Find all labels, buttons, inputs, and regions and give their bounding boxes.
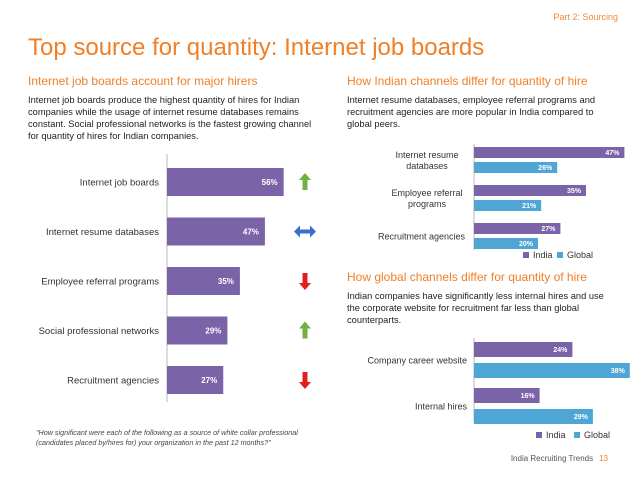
value-label-india-recruitment-agencies: 27% — [541, 226, 556, 233]
category-label-internet-resume-databases: Internet resume databases — [46, 227, 159, 238]
bar-india-company-career-website — [474, 342, 573, 357]
bar-global-recruitment-agencies — [474, 238, 538, 249]
trend-flat-arrow-icon — [294, 225, 316, 238]
category-label-social-professional-networks: Social professional networks — [39, 326, 160, 337]
bar-recruitment-agencies — [167, 366, 224, 394]
legend-swatch-india — [523, 252, 529, 258]
footer: India Recruiting Trends 13 — [511, 454, 608, 463]
value-label-internet-job-boards: 56% — [262, 178, 278, 187]
page-title: Top source for quantity: Internet job bo… — [28, 34, 485, 61]
right-top-heading: How Indian channels differ for quantity … — [347, 74, 588, 88]
bar-social-professional-networks — [167, 316, 228, 345]
category-label-employee-referral-programs: Employee referral programs — [391, 188, 462, 209]
survey-question: "How significant were each of the follow… — [36, 428, 298, 447]
global-channels-chart: 24% 38% Company career website 16% 29% Intern… — [367, 338, 630, 440]
value-label-india-employee-referral-programs: 35% — [567, 188, 582, 195]
bar-india-internal-hires — [474, 388, 540, 403]
value-label-internet-resume-databases: 47% — [243, 228, 259, 237]
category-label-employee-referral-programs: Employee referral programs — [41, 277, 159, 288]
legend-label-india: India — [533, 250, 553, 260]
right-top-paragraph: Internet resume databases, employee refe… — [347, 95, 596, 129]
category-label-recruitment-agencies: Recruitment agencies — [67, 376, 159, 387]
left-paragraph: Internet job boards produce the highest … — [28, 95, 312, 141]
value-label-india-internal-hires: 16% — [521, 393, 536, 400]
bar-global-internet-resume-databases — [474, 162, 558, 173]
section-label: Part 2: Sourcing — [553, 12, 618, 22]
value-label-global-internet-resume-databases: 26% — [538, 165, 553, 172]
category-label-internal-hires: Internal hires — [415, 402, 468, 412]
right-bottom-paragraph: Indian companies have significantly less… — [347, 291, 604, 325]
footer-label: India Recruiting Trends — [510, 454, 594, 463]
bar-global-employee-referral-programs — [474, 200, 542, 211]
bar-india-recruitment-agencies — [474, 223, 561, 234]
bar-india-internet-resume-databases — [474, 147, 625, 158]
value-label-employee-referral-programs: 35% — [218, 277, 234, 286]
bar-global-company-career-website — [474, 363, 630, 378]
india-channels-chart: 47% 26% Internet resume databases 35% 21% Empl… — [378, 144, 625, 260]
legend-label-global: Global — [567, 250, 593, 260]
value-label-global-company-career-website: 38% — [611, 368, 626, 375]
category-label-recruitment-agencies: Recruitment agencies — [378, 232, 466, 242]
bar-internet-resume-databases — [167, 217, 265, 246]
left-heading: Internet job boards account for major hi… — [28, 74, 258, 88]
legend-swatch-india — [536, 432, 542, 438]
category-label-internet-resume-databases: Internet resume databases — [395, 150, 458, 171]
legend-label-global: Global — [584, 430, 610, 440]
category-label-internet-job-boards: Internet job boards — [80, 178, 159, 189]
legend-swatch-global — [557, 252, 563, 258]
value-label-india-internet-resume-databases: 47% — [605, 150, 620, 157]
bar-internet-job-boards — [167, 168, 284, 196]
trend-up-arrow-icon — [299, 173, 311, 190]
legend-label-india: India — [546, 430, 566, 440]
value-label-india-company-career-website: 24% — [553, 347, 568, 354]
value-label-global-internal-hires: 29% — [574, 414, 589, 421]
value-label-global-recruitment-agencies: 20% — [519, 241, 534, 248]
page-number: 13 — [599, 454, 608, 463]
value-label-global-employee-referral-programs: 21% — [522, 203, 537, 210]
hires-by-source-chart: Internet job boards 56% Internet resume da… — [39, 154, 316, 402]
trend-up-arrow-icon — [299, 321, 311, 339]
bar-india-employee-referral-programs — [474, 185, 586, 196]
value-label-social-professional-networks: 29% — [205, 327, 221, 336]
bar-global-internal-hires — [474, 409, 593, 424]
legend-swatch-global — [574, 432, 580, 438]
bar-employee-referral-programs — [167, 267, 240, 295]
category-label-company-career-website: Company career website — [367, 356, 467, 366]
value-label-recruitment-agencies: 27% — [201, 376, 217, 385]
right-bottom-heading: How global channels differ for quantity … — [347, 270, 587, 284]
trend-down-arrow-icon — [299, 372, 311, 389]
trend-down-arrow-icon — [299, 273, 311, 290]
